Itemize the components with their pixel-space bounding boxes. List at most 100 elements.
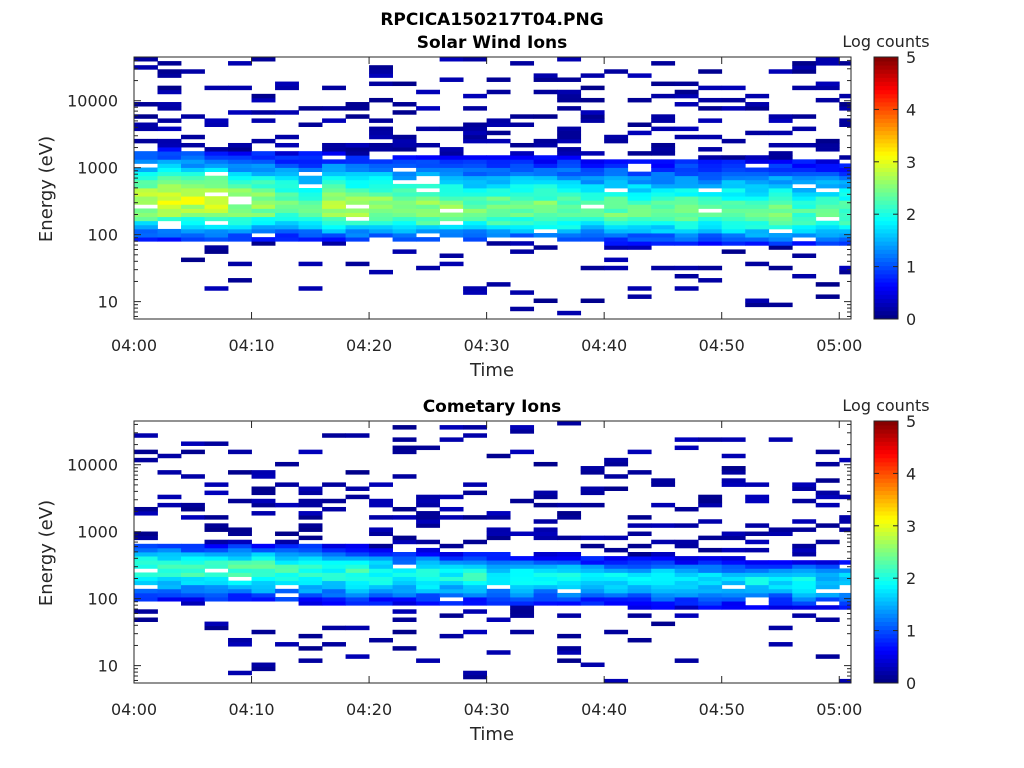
colorbar-segment <box>874 253 898 258</box>
spectrogram-cell <box>674 175 699 181</box>
spectrogram-cell <box>627 212 652 218</box>
spectrogram-cell <box>839 597 852 602</box>
spectrogram-cell <box>839 572 852 577</box>
spectrogram-cell <box>486 241 511 246</box>
spectrogram-cell <box>651 208 676 213</box>
colorbar-segment <box>874 310 898 316</box>
spectrogram-cell <box>721 478 746 483</box>
spectrogram-cell <box>392 216 417 222</box>
spectrogram-cell <box>604 212 629 218</box>
spectrogram-cell <box>557 556 582 561</box>
spectrogram-cell <box>322 584 346 590</box>
spectrogram-cell <box>298 511 323 516</box>
spectrogram-cell <box>181 208 205 213</box>
spectrogram-cell <box>604 592 629 598</box>
colorbar-segment <box>874 134 898 140</box>
spectrogram-cell <box>627 228 652 234</box>
spectrogram-cell <box>322 642 346 647</box>
spectrogram-cell <box>745 212 770 218</box>
spectrogram-cell <box>792 167 817 173</box>
spectrogram-cell <box>486 216 511 222</box>
spectrogram-cell <box>322 212 346 218</box>
spectrogram-cell <box>627 196 652 201</box>
spectrogram-cell <box>580 224 605 230</box>
spectrogram-cell <box>345 486 370 491</box>
spectrogram-cell <box>463 515 488 520</box>
colorbar-segment <box>874 306 898 312</box>
spectrogram-cell <box>392 171 417 177</box>
spectrogram-cell <box>792 498 817 504</box>
spectrogram-cell <box>486 580 511 586</box>
spectrogram-cell <box>580 298 605 304</box>
spectrogram-cell <box>792 241 817 246</box>
spectrogram-cell <box>792 204 817 209</box>
spectrogram-cell <box>228 167 252 173</box>
spectrogram-cell <box>369 126 393 132</box>
spectrogram-cell <box>345 147 370 152</box>
spectrogram-cell <box>510 531 535 537</box>
spectrogram-cell <box>510 216 535 222</box>
spectrogram-cell <box>251 572 276 577</box>
spectrogram-cell <box>463 592 488 598</box>
spectrogram-cell <box>651 126 676 132</box>
spectrogram-cell <box>674 228 699 234</box>
colorbar-segment <box>874 453 898 459</box>
spectrogram-cell <box>674 592 699 598</box>
spectrogram-cell <box>251 118 276 123</box>
spectrogram-cell <box>157 216 182 222</box>
spectrogram-cell <box>204 196 229 201</box>
spectrogram-cell <box>322 564 346 569</box>
spectrogram-cell <box>298 547 323 553</box>
spectrogram-cell <box>510 167 535 173</box>
spectrogram-cell <box>416 212 441 218</box>
spectrogram-cell <box>251 666 276 672</box>
spectrogram-cell <box>580 502 605 508</box>
spectrogram-cell <box>557 233 582 238</box>
spectrogram-cell <box>580 73 605 78</box>
spectrogram-cell <box>698 597 723 602</box>
spectrogram-cell <box>839 515 852 520</box>
spectrogram-cell <box>392 188 417 193</box>
spectrogram-cell <box>181 114 205 119</box>
spectrogram-cell <box>134 457 158 463</box>
spectrogram-cell <box>698 519 723 524</box>
spectrogram-cell <box>627 179 652 185</box>
spectrogram-cell <box>345 183 370 189</box>
spectrogram-cell <box>439 204 464 209</box>
colorbar-segment <box>874 237 898 242</box>
spectrogram-cell <box>157 192 182 197</box>
colorbar-segment <box>874 646 898 651</box>
spectrogram-cell <box>674 126 699 132</box>
spectrogram-cell <box>533 216 558 222</box>
spectrogram-cell <box>627 122 652 127</box>
spectrogram-cell <box>604 192 629 197</box>
spectrogram-cell <box>322 597 346 602</box>
spectrogram-cell <box>674 89 699 95</box>
spectrogram-cell <box>228 261 252 267</box>
spectrogram-cell <box>510 580 535 586</box>
spectrogram-cell <box>721 216 746 222</box>
spectrogram-cell <box>721 466 746 471</box>
spectrogram-cell <box>580 85 605 91</box>
spectrogram-cell <box>768 245 793 250</box>
colorbar-segment <box>874 527 898 532</box>
spectrogram-cell <box>181 441 205 446</box>
spectrogram-cell <box>486 568 511 573</box>
spectrogram-cell <box>416 515 441 520</box>
spectrogram-cell <box>463 155 488 160</box>
spectrogram-cell <box>721 531 746 537</box>
spectrogram-cell <box>369 200 393 205</box>
spectrogram-cell <box>204 482 229 487</box>
spectrogram-cell <box>510 220 535 226</box>
spectrogram-cell <box>439 155 464 160</box>
x-tick-label: 04:50 <box>699 336 745 355</box>
spectrogram-cell <box>510 192 535 197</box>
spectrogram-cell <box>275 220 299 226</box>
spectrogram-cell <box>557 592 582 598</box>
spectrogram-cell <box>745 560 770 565</box>
spectrogram-cell <box>604 171 629 177</box>
spectrogram-cell <box>815 449 840 455</box>
spectrogram-cell <box>439 196 464 201</box>
colorbar-frame <box>873 420 899 684</box>
spectrogram-cell <box>839 233 852 238</box>
